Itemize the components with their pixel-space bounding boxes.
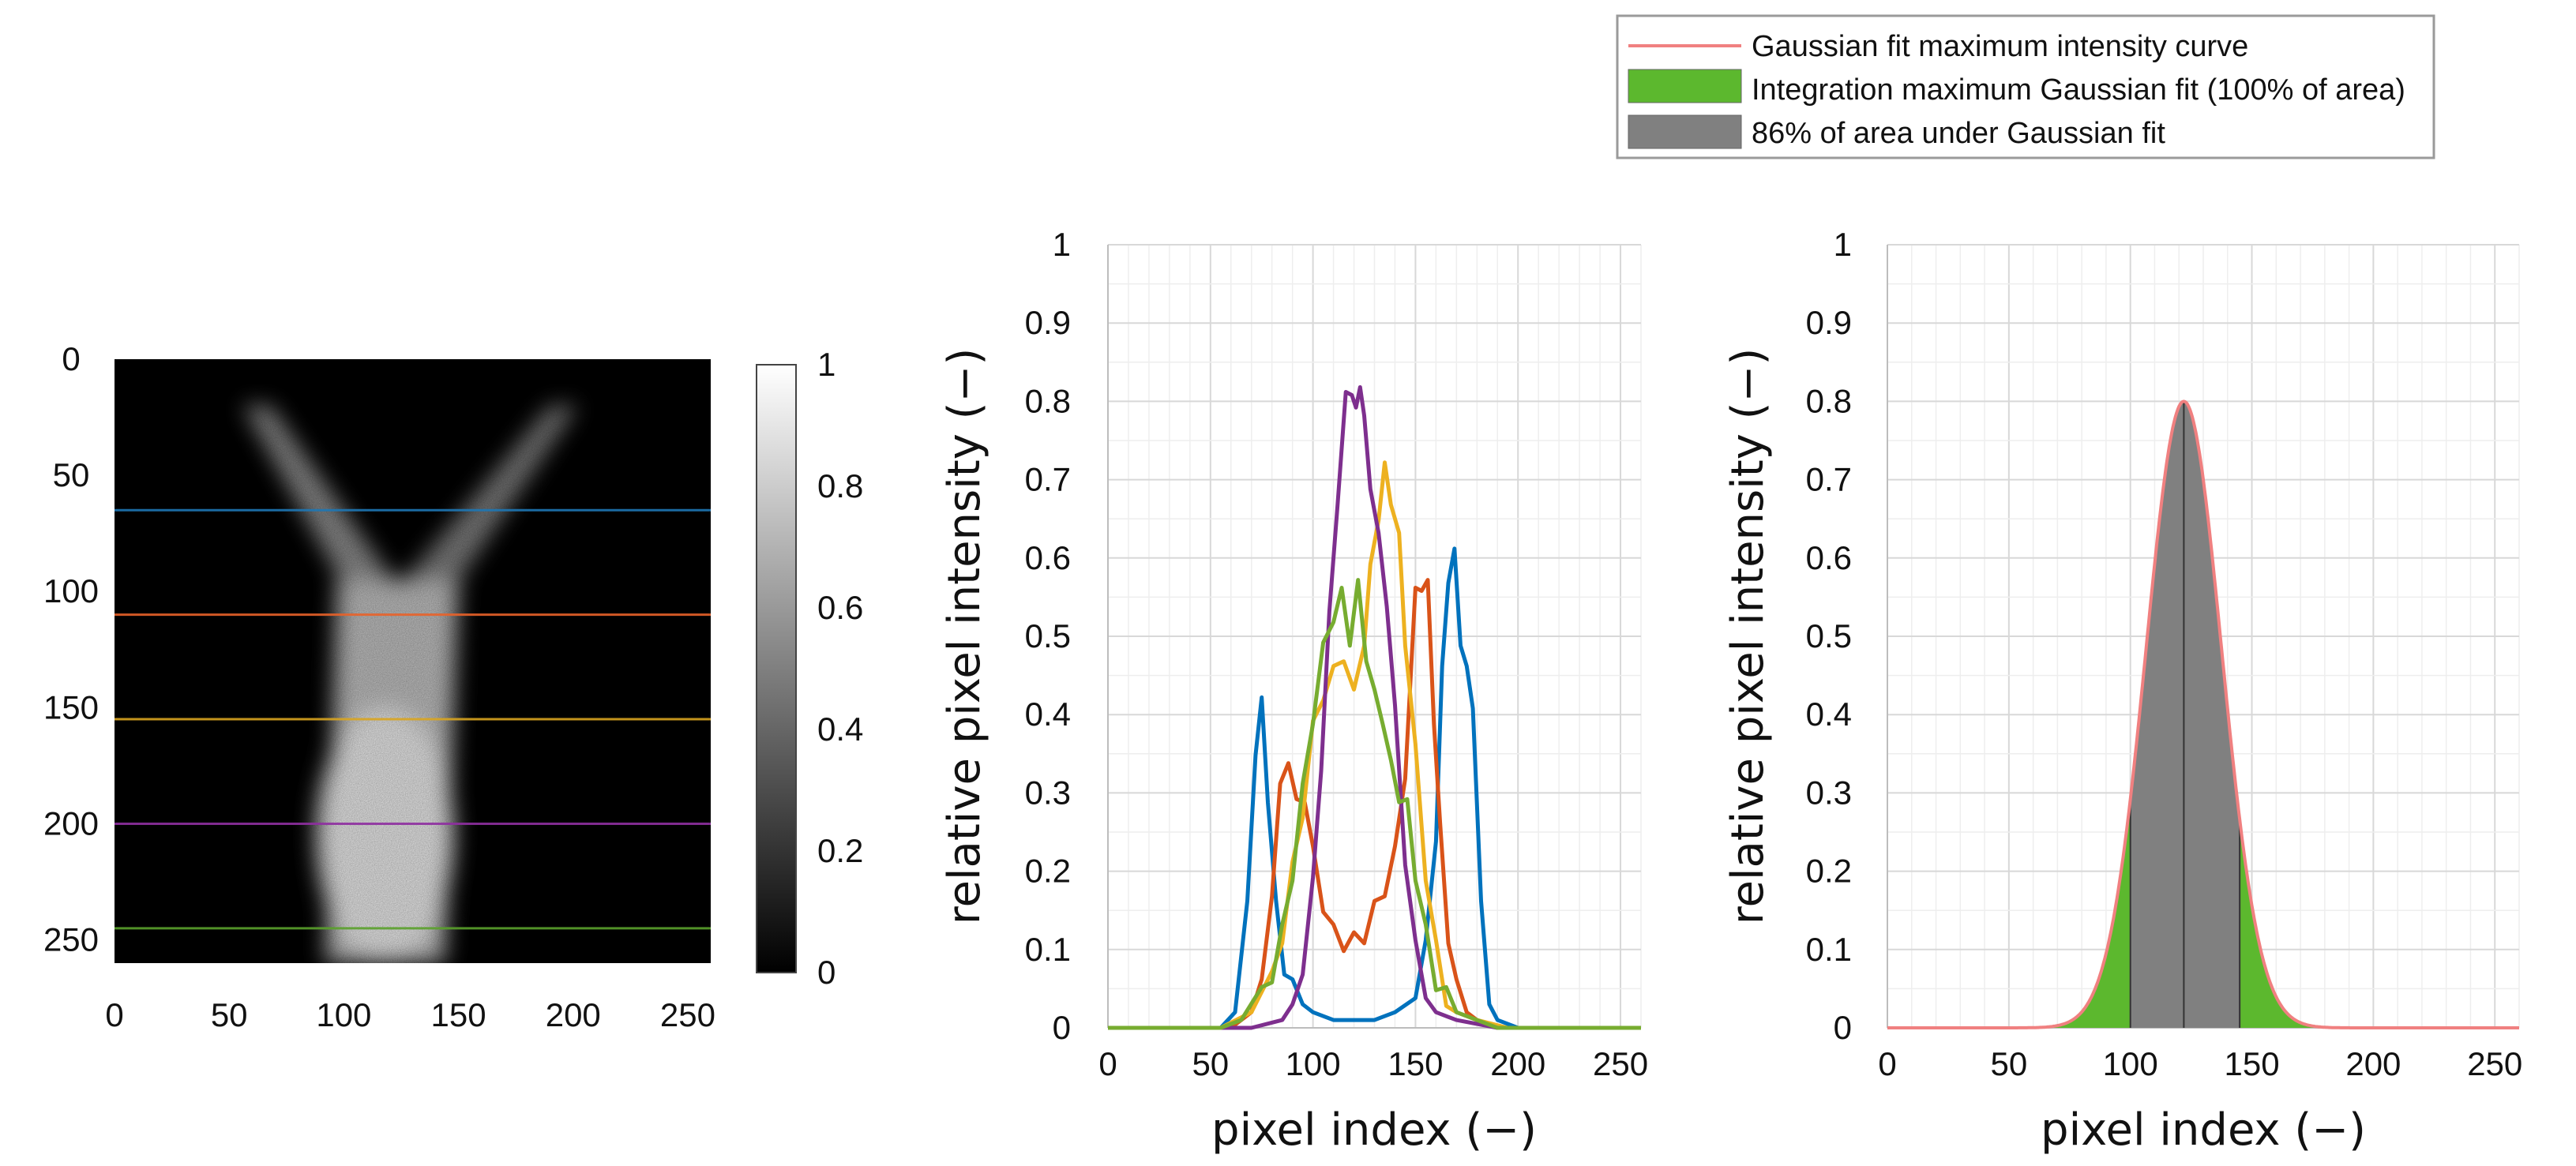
colorbar-tick-label: 1: [817, 346, 836, 383]
y-tick-label: 0.5: [1806, 617, 1852, 654]
y-tick-label: 0: [1053, 1009, 1071, 1046]
colorbar-tick-label: 0.4: [817, 710, 863, 748]
x-ticks: 0 50 100 150 200 250: [1878, 1045, 2522, 1082]
x-tick-label: 250: [660, 996, 715, 1033]
legend: Gaussian fit maximum intensity curve Int…: [1616, 14, 2435, 159]
x-ticks: 0 50 100 150 200 250: [1098, 1045, 1648, 1082]
x-tick-label: 0: [1878, 1045, 1896, 1082]
y-tick-label: 0.6: [1025, 539, 1071, 576]
y-tick-label: 1: [1053, 226, 1071, 263]
x-tick-label: 100: [1286, 1045, 1341, 1082]
y-tick-label: 1: [1834, 226, 1852, 263]
y-tick-label: 0.2: [1806, 853, 1852, 890]
x-tick-label: 150: [1388, 1045, 1443, 1082]
y-tick-label: 0.5: [1025, 617, 1071, 654]
y-tick-label: 0.9: [1025, 304, 1071, 341]
y-tick-label: 0.3: [1025, 774, 1071, 811]
y-tick-label: 0.8: [1025, 382, 1071, 419]
y-tick-label: 0.2: [1025, 853, 1071, 890]
legend-label-86pct: 86% of area under Gaussian fit: [1752, 117, 2165, 150]
colorbar-ticks: 0 0.2 0.4 0.6 0.8 1: [817, 346, 863, 991]
x-tick-label: 50: [1990, 1045, 2027, 1082]
y-tick-label: 0.1: [1025, 931, 1071, 968]
y-tick-label: 0.7: [1025, 461, 1071, 498]
x-tick-label: 250: [2467, 1045, 2522, 1082]
gaussian-fit-curve: [1887, 399, 2519, 1029]
y-tick-label: 150: [43, 688, 99, 725]
y-ticks: 0 0.1 0.2 0.3 0.4 0.5 0.6 0.7 0.8 0.9 1: [1806, 226, 1852, 1046]
colorbar-tick-label: 0.8: [817, 467, 863, 504]
y-tick-label: 0.4: [1025, 695, 1071, 733]
y-tick-label: 100: [43, 572, 99, 609]
legend-label-integration: Integration maximum Gaussian fit (100% o…: [1752, 73, 2405, 107]
series-line-2: [1108, 578, 1641, 1030]
x-tick-label: 150: [431, 996, 486, 1033]
intensity-image-panel: 0 50 100 150 200 250 0 50 100 150 200 250: [43, 340, 715, 1033]
series: [1108, 385, 1641, 1030]
y-tick-label: 0.1: [1806, 931, 1852, 968]
y-axis-label: relative pixel intensity (−): [1722, 348, 1774, 925]
colorbar-gradient: [756, 364, 797, 973]
y-tick-label: 0.3: [1806, 774, 1852, 811]
x-tick-label: 0: [1098, 1045, 1117, 1082]
series-line-1: [1108, 546, 1641, 1030]
y-tick-label: 0.6: [1806, 539, 1852, 576]
y-tick-label: 0: [1834, 1009, 1852, 1046]
colorbar-tick-label: 0.6: [817, 589, 863, 626]
x-tick-label: 200: [546, 996, 601, 1033]
grid: [1107, 244, 1642, 1029]
x-tick-label: 50: [1192, 1045, 1229, 1082]
x-tick-label: 150: [2224, 1045, 2279, 1082]
y-tick-label: 0.4: [1806, 695, 1852, 733]
x-tick-label: 250: [1593, 1045, 1648, 1082]
y-axis-label: relative pixel intensity (−): [939, 348, 990, 925]
series-line-4: [1108, 385, 1641, 1030]
legend-swatch-86pct: [1628, 114, 1742, 149]
colorbar: 0 0.2 0.4 0.6 0.8 1: [756, 346, 863, 991]
series-line-5: [1108, 578, 1641, 1030]
y-tick-label: 200: [43, 804, 99, 842]
gaussian-chart: 0 50 100 150 200 250 0 0.1 0.2 0.3 0.4 0.5 0.6 0.7 0.…: [1722, 226, 2522, 1156]
colorbar-tick-label: 0.2: [817, 832, 863, 869]
colorbar-tick-label: 0: [817, 954, 836, 991]
x-tick-label: 100: [316, 996, 371, 1033]
x-tick-label: 100: [2103, 1045, 2158, 1082]
x-tick-label: 200: [2345, 1045, 2401, 1082]
legend-swatch-integration: [1628, 69, 1742, 103]
y-tick-label: 50: [53, 456, 90, 493]
profiles-chart: 0 50 100 150 200 250 0 0.1 0.2 0.3 0.4 0.5 0.6 0.7 0.…: [939, 226, 1648, 1156]
x-tick-label: 0: [105, 996, 123, 1033]
image-x-ticks: 0 50 100 150 200 250: [105, 996, 715, 1033]
image-noise: [115, 359, 711, 963]
x-axis-label: pixel index (−): [1211, 1104, 1537, 1156]
profile-lines: [115, 508, 711, 930]
x-tick-label: 50: [211, 996, 248, 1033]
image-y-ticks: 0 50 100 150 200 250: [43, 340, 99, 958]
x-tick-label: 200: [1490, 1045, 1545, 1082]
legend-label-gaussian-line: Gaussian fit maximum intensity curve: [1752, 30, 2248, 63]
y-ticks: 0 0.1 0.2 0.3 0.4 0.5 0.6 0.7 0.8 0.9 1: [1025, 226, 1071, 1046]
plume-image: [115, 359, 711, 963]
y-tick-label: 0.7: [1806, 461, 1852, 498]
legend-box: [1616, 14, 2435, 159]
x-axis-label: pixel index (−): [2041, 1104, 2366, 1156]
y-tick-label: 0.8: [1806, 382, 1852, 419]
central-86pct-area: [2130, 401, 2240, 1028]
y-tick-label: 250: [43, 921, 99, 958]
y-tick-label: 0: [62, 340, 80, 377]
gaussian-areas: [1887, 399, 2519, 1029]
y-tick-label: 0.9: [1806, 304, 1852, 341]
